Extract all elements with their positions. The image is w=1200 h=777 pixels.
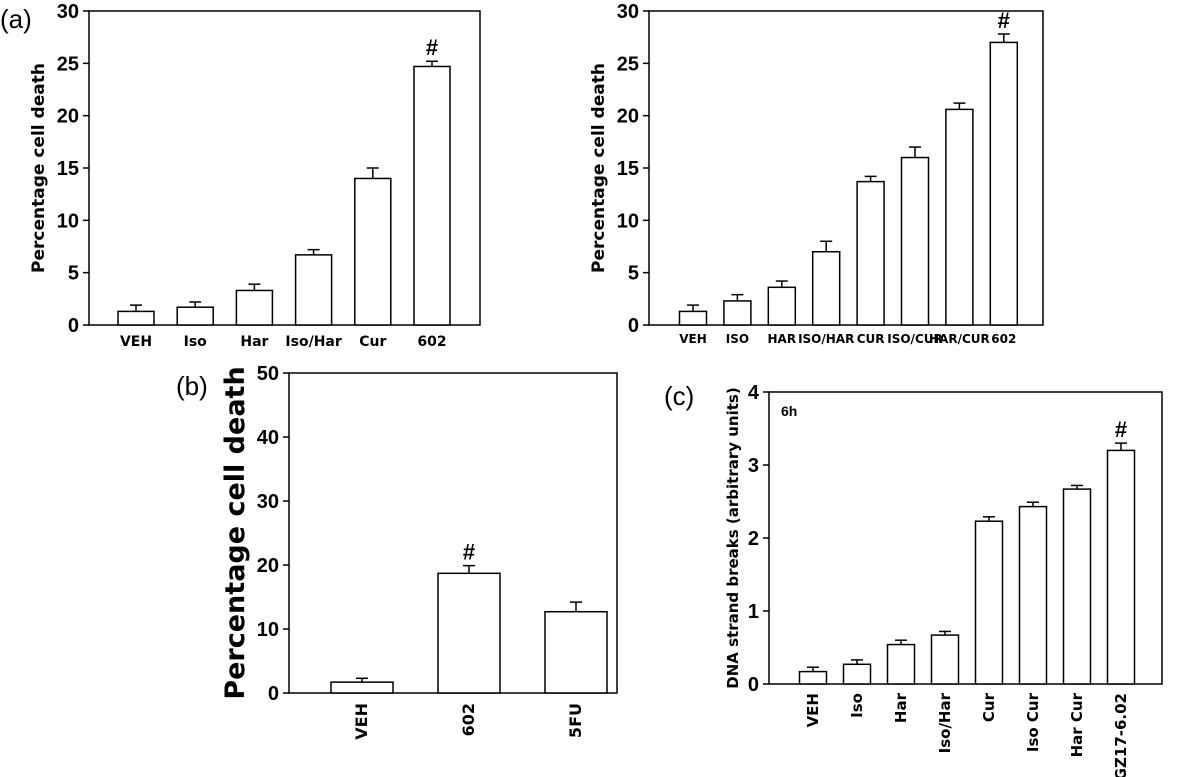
x-category-label: Iso [848,693,866,718]
bar-har [235,289,274,326]
y-tick-label: 0 [628,315,639,337]
bar-5fu [544,610,608,694]
y-tick-label: 20 [57,106,79,128]
bar-cur [856,180,885,326]
y-tick-label: 10 [617,210,639,232]
bar-iso-har [811,250,841,326]
x-category-label: VEH [120,334,152,350]
bar-iso [842,663,872,685]
y-tick-label: 50 [257,363,279,385]
significance-marker: # [426,35,438,60]
bar-iso [176,306,214,326]
x-category-label: Har [240,334,268,350]
significance-marker: # [998,8,1010,33]
y-tick-label: 3 [748,455,759,477]
bar-602 [989,41,1019,326]
bar-iso [723,300,752,326]
bar-cur [354,177,392,326]
x-category-label: ISO/HAR [798,332,854,346]
x-category-label: VEH [352,703,371,740]
significance-marker: # [1115,417,1127,442]
x-category-label: Iso Cur [1024,692,1042,752]
y-axis-label: Percentage cell death [589,63,609,273]
x-category-label: Har [892,692,910,723]
plot-frame [648,10,1044,326]
x-category-label: 602 [459,703,478,736]
bar-veh [678,310,708,326]
bar-602 [437,572,501,694]
x-category-label: Har Cur [1068,692,1086,757]
x-category-label: CUR [857,332,885,346]
y-tick-label: 1 [748,601,759,623]
bar-har-cur [1062,488,1092,685]
bar-har [767,286,797,326]
x-category-label: 602 [991,332,1016,346]
bar-veh [117,310,155,326]
x-category-label: 602 [417,334,446,350]
x-category-label: VEH [804,693,822,727]
y-tick-label: 15 [57,158,79,180]
y-tick-label: 0 [748,674,759,696]
bar-veh [798,670,828,685]
x-category-label: HAR [768,332,797,346]
y-axis-label: Percentage cell death [220,366,251,699]
x-category-label: ISO [726,332,749,346]
y-tick-label: 30 [57,1,79,23]
panel-label-a: (a) [0,4,32,34]
bar-iso-har [930,634,960,685]
y-tick-label: 30 [257,491,279,513]
y-tick-label: 5 [68,263,79,285]
panel-label-c: (c) [664,381,694,411]
y-tick-label: 10 [257,619,279,641]
y-tick-label: 4 [748,382,760,404]
x-category-label: Cur [980,692,998,722]
bar-har-cur [945,108,974,326]
x-category-label: ISO/CUR [887,332,942,346]
bar-cur [974,520,1004,685]
y-tick-label: 0 [68,315,79,337]
y-tick-label: 5 [628,263,639,285]
y-tick-label: 15 [617,158,639,180]
y-axis-label: Percentage cell death [29,63,49,273]
x-category-label: VEH [679,332,707,346]
y-tick-label: 2 [748,528,759,550]
y-axis-label: DNA strand breaks (arbitrary units) [724,387,742,688]
bar-har [886,643,916,685]
y-tick-label: 25 [617,53,639,75]
bar-iso-har [294,254,333,326]
bar-602 [413,65,451,326]
x-category-label: 5FU [566,703,585,738]
bar-veh [330,681,394,694]
x-category-label: HAR/CUR [929,332,990,346]
y-tick-label: 10 [57,210,79,232]
y-tick-label: 30 [617,1,639,23]
y-tick-label: 40 [257,427,279,449]
x-category-label: Iso/Har [936,692,954,753]
x-category-label: Iso/Har [285,334,341,350]
plot-frame [768,391,1163,685]
y-tick-label: 25 [57,53,79,75]
bar-iso-cur [1018,505,1048,685]
y-tick-label: 0 [268,683,279,705]
panel-label-b: (b) [176,371,208,401]
y-tick-label: 20 [257,555,279,577]
inset-label-6h: 6h [781,403,797,419]
y-tick-label: 20 [617,106,639,128]
x-category-label: Iso [184,334,208,350]
significance-marker: # [463,540,475,565]
x-category-label: GZ17-6.02 [1112,693,1130,777]
bar-gz17-6-02 [1106,449,1136,685]
bar-iso-cur [900,156,930,326]
x-category-label: Cur [359,334,386,350]
